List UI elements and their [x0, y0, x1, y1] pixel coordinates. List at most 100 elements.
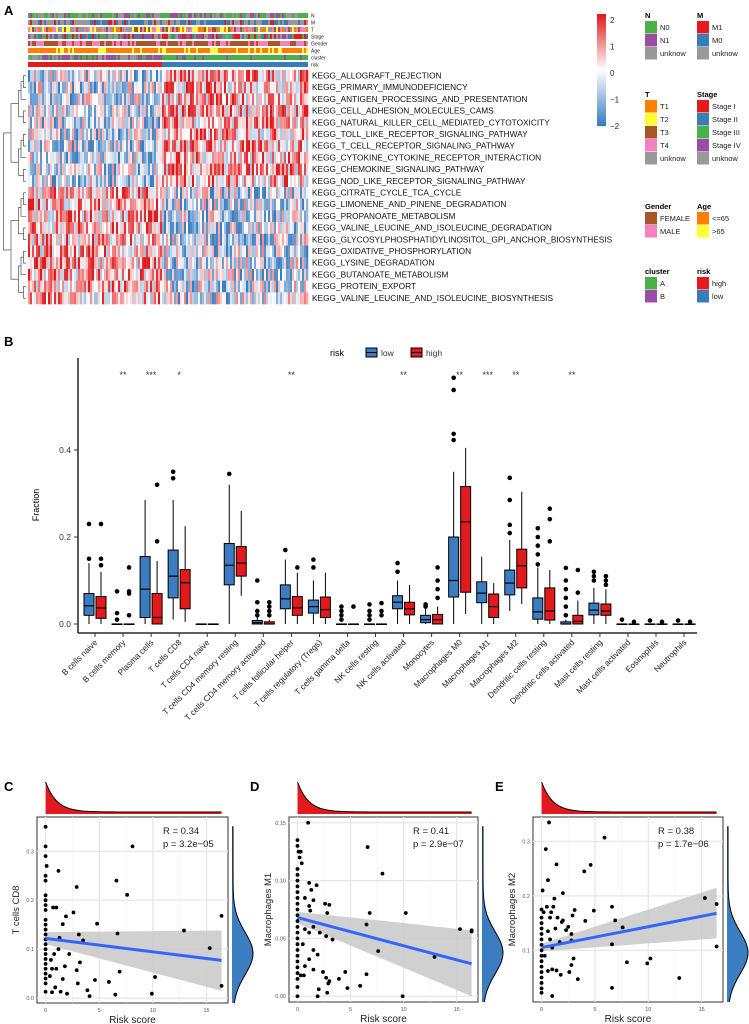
- outlier-point: [575, 590, 581, 595]
- annotation-cell: [206, 55, 208, 60]
- annotation-cell: [220, 20, 222, 25]
- heatmap-cell: [78, 292, 81, 305]
- heatmap-cell: [38, 105, 41, 118]
- heatmap-cell: [120, 222, 123, 235]
- outlier-point: [367, 617, 372, 622]
- heatmap-cell: [294, 198, 297, 211]
- annotation-cell: [62, 55, 64, 60]
- data-point: [62, 964, 67, 969]
- heatmap-cell: [130, 222, 133, 235]
- heatmap-cell: [44, 257, 47, 270]
- annotation-cell: [126, 62, 128, 67]
- data-point: [117, 969, 122, 974]
- heatmap-cell: [158, 233, 161, 246]
- heatmap-cell: [214, 70, 217, 82]
- annotation-cell: [214, 48, 216, 53]
- heatmap-cell: [154, 116, 157, 129]
- heatmap-cell: [276, 257, 279, 270]
- heatmap-cell: [306, 233, 309, 246]
- heatmap-cell: [266, 140, 269, 153]
- annotation-cell: [204, 62, 206, 67]
- heatmap-cell: [148, 175, 151, 188]
- heatmap-cell: [138, 116, 141, 129]
- annotation-cell: [170, 55, 172, 60]
- data-point: [571, 956, 576, 961]
- heatmap-cell: [42, 93, 45, 106]
- heatmap-cell: [268, 233, 271, 246]
- heatmap-cell: [78, 268, 81, 281]
- annotation-cell: [160, 41, 162, 46]
- heatmap-cell: [234, 105, 237, 118]
- box: [588, 602, 600, 616]
- annotation-cell: [254, 27, 256, 32]
- heatmap-cell: [148, 198, 151, 211]
- annotation-cell: [228, 55, 230, 60]
- colorbar-segment: [597, 100, 606, 103]
- heatmap-cell: [140, 187, 143, 199]
- marginal-density-y: [727, 826, 748, 1002]
- box-high-8: [319, 572, 331, 624]
- heatmap-cell: [246, 268, 249, 281]
- annotation-cell: [218, 13, 220, 18]
- annotation-cell: [172, 62, 174, 67]
- heatmap-cell: [60, 70, 63, 82]
- heatmap-cell: [98, 93, 101, 106]
- annotation-cell: [100, 13, 102, 18]
- heatmap-cell: [206, 81, 209, 94]
- heatmap-cell: [170, 116, 173, 129]
- heatmap-cell: [156, 81, 159, 94]
- heatmap-cell: [170, 163, 173, 176]
- heatmap-cell: [272, 268, 275, 281]
- heatmap-cell: [228, 268, 231, 281]
- heatmap-cell: [162, 245, 165, 258]
- heatmap-cell: [290, 280, 293, 293]
- heatmap-cell: [170, 128, 173, 141]
- heatmap-cell: [178, 233, 181, 246]
- annotation-cell: [82, 41, 84, 46]
- heatmap-cell: [252, 292, 255, 305]
- heatmap-cell: [252, 128, 255, 141]
- heatmap-cell: [130, 187, 133, 199]
- heatmap-cell: [202, 292, 205, 305]
- annotation-cell: [190, 62, 192, 67]
- annotation-cell: [244, 41, 246, 46]
- heatmap-cell: [34, 175, 37, 188]
- heatmap-cell: [108, 257, 111, 270]
- colorbar-segment: [597, 82, 606, 85]
- annotation-cell: [182, 62, 184, 67]
- annotation-cell: [108, 34, 110, 39]
- heatmap-cell: [216, 222, 219, 235]
- legend-swatch: [697, 113, 709, 126]
- heatmap-cell: [234, 233, 237, 246]
- heatmap-cell: [290, 163, 293, 176]
- heatmap-cell: [58, 233, 61, 246]
- annotation-cell: [102, 62, 104, 67]
- heatmap-cell: [112, 116, 115, 129]
- data-point: [554, 862, 559, 867]
- y-tick-label: 0.00: [275, 994, 286, 1000]
- heatmap-cell: [224, 70, 227, 82]
- annotation-cell: [302, 55, 304, 60]
- heatmap-cell: [280, 151, 283, 164]
- heatmap-cell: [298, 151, 301, 164]
- annotation-cell: [128, 62, 130, 67]
- heatmap-cell: [254, 222, 257, 235]
- heatmap-cell: [218, 116, 221, 129]
- heatmap-cell: [36, 210, 39, 223]
- annotation-cell: [230, 27, 232, 32]
- heatmap-cell: [248, 175, 251, 188]
- heatmap-cell: [222, 280, 225, 293]
- annotation-cell: [30, 41, 32, 46]
- heatmap-cell: [272, 81, 275, 94]
- annotation-cell: [230, 34, 232, 39]
- heatmap-cell: [70, 70, 73, 82]
- annotation-cell: [198, 20, 200, 25]
- heatmap-cell: [62, 257, 65, 270]
- heatmap-cell: [196, 187, 199, 199]
- heatmap-cell: [88, 292, 91, 305]
- heatmap-cell: [74, 81, 77, 94]
- heatmap-cell: [56, 93, 59, 106]
- annotation-cell: [98, 62, 100, 67]
- annotation-cell: [92, 34, 94, 39]
- colorbar-segment: [597, 38, 606, 41]
